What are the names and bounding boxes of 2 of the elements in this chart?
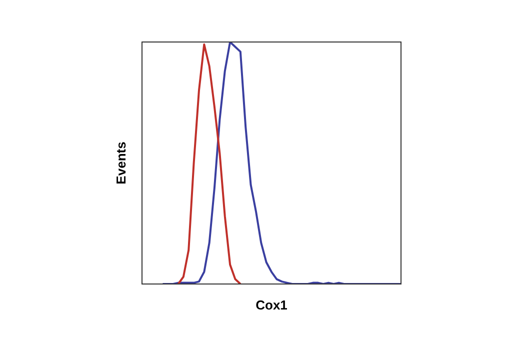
y-axis-title: Events [114,142,129,184]
x-axis-title: Cox1 [256,298,288,313]
